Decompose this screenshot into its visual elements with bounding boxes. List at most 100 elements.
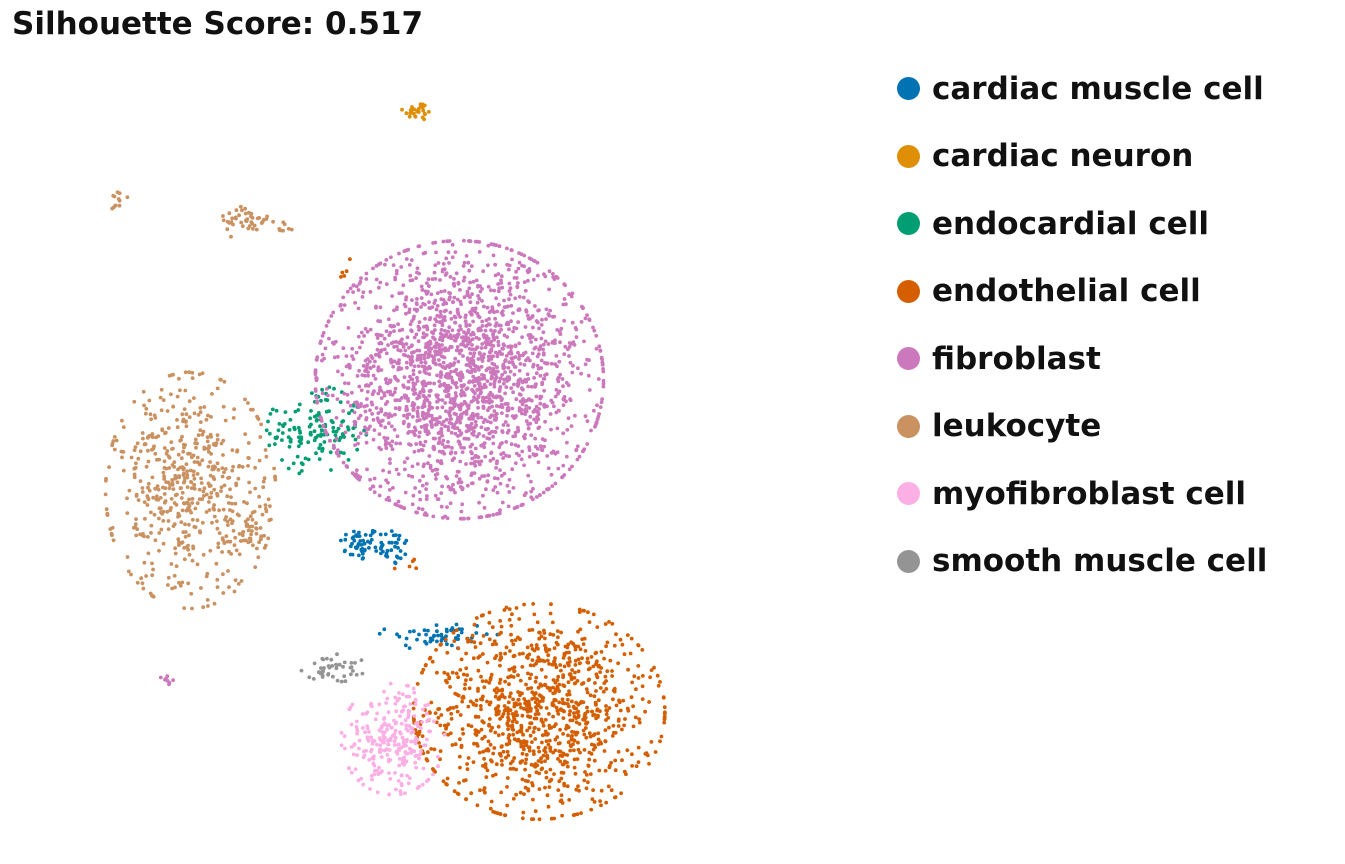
cell-point: [473, 306, 478, 311]
cell-point: [600, 397, 604, 402]
cell-point: [576, 747, 581, 752]
cell-point: [391, 263, 396, 267]
cell-point: [204, 492, 209, 497]
cell-point: [523, 767, 527, 772]
cell-point: [262, 476, 267, 481]
cell-point: [474, 364, 478, 369]
cell-point: [518, 399, 523, 404]
cell-point: [551, 685, 555, 690]
cell-point: [125, 555, 130, 559]
cell-point: [562, 297, 567, 301]
cell-point: [177, 376, 181, 381]
cell-point: [536, 745, 541, 750]
cell-point: [558, 727, 562, 732]
cell-point: [553, 748, 558, 753]
cell-point: [524, 682, 528, 687]
cell-point: [453, 391, 458, 395]
cell-point: [530, 690, 535, 695]
cell-point: [393, 277, 398, 282]
cell-point: [466, 260, 471, 265]
cell-point: [431, 358, 436, 363]
cell-point: [541, 342, 546, 347]
cell-point: [421, 331, 426, 336]
cell-point: [416, 506, 421, 511]
cell-point: [266, 419, 270, 424]
cell-point: [428, 636, 433, 641]
cell-point: [312, 661, 317, 666]
cell-point: [387, 792, 392, 797]
cell-point: [367, 546, 371, 550]
cell-point: [477, 476, 482, 481]
cell-point: [435, 406, 440, 410]
cell-point: [529, 479, 533, 484]
cell-point: [602, 749, 607, 753]
cell-point: [351, 669, 355, 673]
cell-point: [378, 532, 383, 537]
cell-point: [429, 423, 434, 428]
cell-point: [339, 275, 343, 279]
cell-point: [441, 239, 446, 244]
cell-point: [200, 520, 205, 525]
cell-point: [438, 331, 443, 336]
cell-point: [405, 773, 410, 778]
cell-point: [402, 419, 406, 424]
cell-point: [647, 700, 651, 704]
cell-point: [533, 737, 538, 741]
cell-point: [377, 445, 382, 450]
cell-point: [496, 272, 501, 276]
cell-point: [594, 662, 598, 667]
cell-point: [249, 214, 253, 219]
cell-point: [358, 431, 363, 436]
cell-point: [527, 725, 532, 730]
cell-point: [502, 704, 507, 708]
cell-point: [553, 394, 558, 399]
cell-point: [355, 753, 359, 757]
cell-point: [331, 425, 336, 430]
cell-point: [404, 342, 409, 346]
cell-point: [484, 318, 489, 323]
cell-point: [374, 332, 379, 337]
cell-point: [273, 435, 278, 440]
cell-point: [144, 464, 149, 469]
cell-point: [598, 670, 602, 674]
cell-point: [125, 511, 130, 515]
cell-point: [362, 541, 367, 546]
cell-point: [467, 268, 472, 273]
cell-point: [341, 460, 346, 465]
cell-point: [421, 667, 426, 672]
cell-point: [497, 379, 502, 384]
cell-point: [392, 324, 396, 329]
cell-point: [524, 743, 529, 748]
cell-point: [241, 538, 246, 543]
cell-point: [166, 454, 171, 459]
cell-point: [528, 336, 532, 341]
cell-point: [478, 391, 483, 396]
cell-point: [438, 372, 443, 376]
cell-point: [461, 264, 466, 268]
cell-point: [282, 222, 287, 227]
cell-point: [569, 424, 574, 428]
cell-point: [610, 674, 614, 678]
cell-point: [490, 404, 494, 409]
cell-point: [482, 734, 487, 739]
cell-point: [550, 662, 555, 667]
cell-point: [459, 393, 464, 398]
cell-point: [485, 419, 490, 424]
cell-point: [509, 674, 513, 679]
cell-point: [577, 607, 582, 612]
cell-point: [190, 376, 195, 380]
cell-point: [439, 504, 444, 509]
cell-point: [391, 486, 395, 490]
cell-point: [594, 650, 599, 655]
cell-point: [470, 481, 475, 486]
cell-point: [146, 485, 150, 490]
cell-point: [133, 445, 138, 449]
cell-point: [250, 407, 255, 412]
cell-point: [409, 258, 414, 262]
cell-point: [459, 480, 464, 485]
cell-point: [500, 309, 505, 313]
cell-point: [508, 649, 512, 653]
cell-point: [612, 643, 617, 648]
cell-point: [405, 412, 410, 417]
cell-point: [500, 397, 504, 401]
